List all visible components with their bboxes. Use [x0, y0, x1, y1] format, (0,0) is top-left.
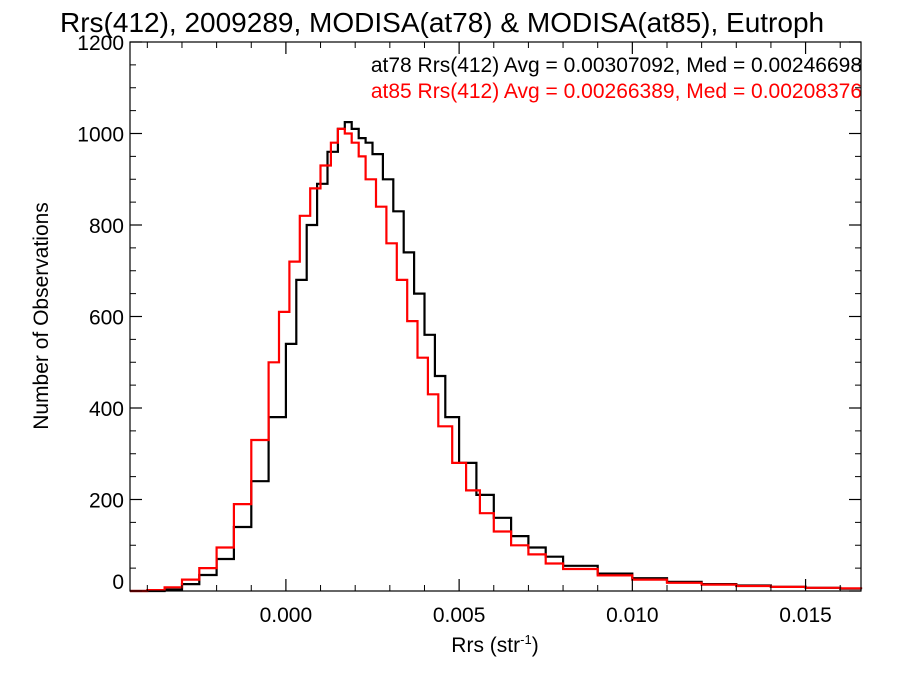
plot-area: 0 200 400 600 800 1000 1200 0.000 0.005 0.010 0.01… [77, 32, 863, 627]
plot-frame [129, 41, 862, 592]
x-tick-label: 0.005 [433, 604, 486, 627]
y-tick-label: 200 [89, 490, 124, 513]
y-axis-label: Number of Observations [30, 202, 53, 430]
chart-title: Rrs(412), 2009289, MODISA(at78) & MODISA… [60, 7, 824, 38]
y-tick-label: 800 [89, 215, 124, 238]
y-tick-label: 600 [89, 307, 124, 330]
series-line-at85 [130, 127, 863, 593]
legend-entry-at85: at85 Rrs(412) Avg = 0.00266389, Med = 0.… [371, 80, 862, 103]
x-tick-label: 0.010 [606, 604, 659, 627]
y-tick-label: 400 [89, 398, 124, 421]
x-tick-label: 0.015 [779, 604, 832, 627]
x-axis-label-superscript: -1 [520, 632, 532, 647]
x-tick-label: 0.000 [260, 604, 313, 627]
legend-entry-at78: at78 Rrs(412) Avg = 0.00307092, Med = 0.… [371, 54, 862, 77]
x-axis-label-close: ) [532, 634, 539, 657]
y-tick-label: 0 [112, 571, 124, 594]
x-axis-label: Rrs (str-1) [451, 632, 538, 657]
x-axis-label-main: Rrs (str [451, 634, 520, 657]
y-tick-label: 1200 [77, 32, 124, 55]
y-tick-label: 1000 [77, 124, 124, 147]
series-line-at78 [130, 121, 863, 593]
